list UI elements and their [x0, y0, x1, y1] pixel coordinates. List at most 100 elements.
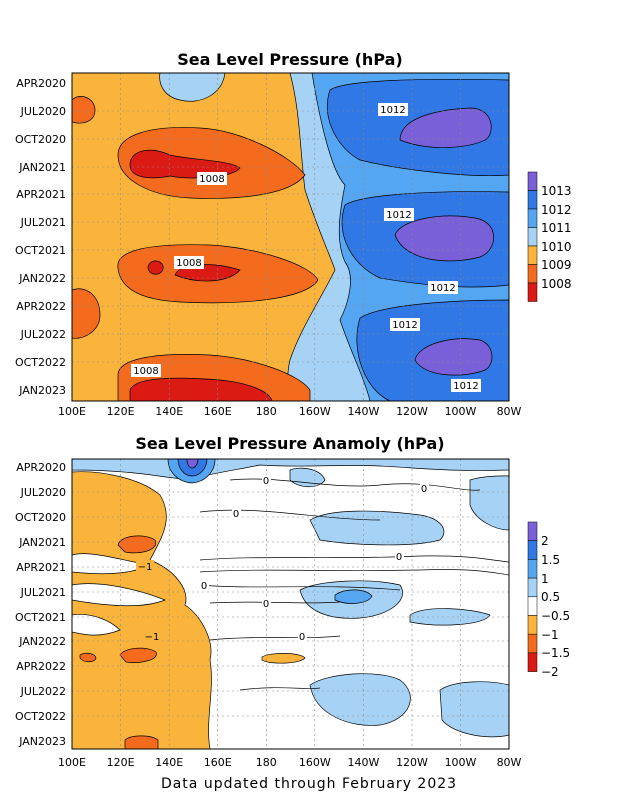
x-tick-label: 140W: [347, 756, 379, 769]
colorbar-swatch: [527, 190, 538, 210]
top-plot-frame: [71, 72, 510, 402]
contour-label: 1008: [133, 366, 158, 377]
bottom-contour-labels: −1 0 0 0 0 0 0 −1 0: [136, 475, 429, 643]
y-tick-label: JAN2021: [18, 161, 66, 174]
x-tick-label: 100E: [58, 756, 86, 769]
top-blob-1010-a: [159, 73, 226, 102]
colorbar-swatch: [527, 208, 538, 228]
contour-label: 1012: [453, 381, 478, 392]
top-region-1007-d: [129, 377, 273, 401]
colorbar-swatch: [527, 282, 538, 302]
contour-label: −1: [138, 562, 153, 573]
colorbar-swatch: [527, 633, 538, 654]
bottom-region-pos-f: [439, 681, 509, 738]
x-tick-label: 140E: [155, 405, 183, 418]
y-tick-label: APR2021: [16, 188, 66, 201]
y-tick-label: OCT2020: [15, 511, 66, 524]
top-region-1008-e: [72, 96, 96, 124]
contour-label: 1012: [392, 320, 417, 331]
y-tick-label: JAN2022: [18, 272, 66, 285]
x-tick-label: 100W: [445, 405, 477, 418]
colorbar-label: 1013: [541, 184, 572, 198]
top-region-1007-c: [147, 260, 164, 275]
top-region-1008-d: [72, 288, 101, 339]
contour-label: 0: [421, 484, 427, 495]
y-tick-label: JAN2021: [18, 536, 66, 549]
bottom-region-pos-g: [409, 608, 491, 626]
contour-label: 0: [263, 476, 269, 487]
bottom-contour-field: [72, 459, 509, 749]
colorbar-swatch: [527, 245, 538, 265]
x-tick-label: 120E: [107, 405, 135, 418]
y-tick-label: JAN2023: [18, 384, 66, 397]
x-tick-label: 80W: [497, 405, 522, 418]
y-tick-label: APR2022: [16, 300, 66, 313]
top-region-1007-a: [129, 149, 241, 179]
colorbar-label: 0.5: [541, 590, 560, 604]
x-tick-label: 160E: [204, 405, 232, 418]
x-tick-label: 120E: [107, 756, 135, 769]
top-contour-labels: 1012 1008 1012 1008 1012 1012 1008 1012: [131, 103, 481, 392]
bottom-region-pos-e: [309, 673, 411, 726]
top-colorbar: 1013 1012 1011 1010 1009 1008: [527, 171, 572, 302]
bottom-zero-contours: [199, 478, 509, 691]
bottom-x-axis: 100E 120E 140E 160E 180 160W 140W 120W 1…: [58, 756, 522, 769]
bottom-grid: [72, 459, 509, 749]
y-tick-label: JUL2021: [20, 216, 66, 229]
bottom-region-pos-b: [469, 475, 509, 531]
colorbar-label: 1012: [541, 203, 572, 217]
top-y-axis: APR2020 JUL2020 OCT2020 JAN2021 APR2021 …: [15, 77, 66, 397]
colorbar-swatch: [527, 596, 538, 616]
y-tick-label: JUL2022: [20, 328, 66, 341]
y-tick-label: APR2021: [16, 561, 66, 574]
top-region-1013-c: [414, 338, 493, 376]
y-tick-label: OCT2022: [15, 710, 66, 723]
x-tick-label: 140E: [155, 756, 183, 769]
colorbar-label: −1.5: [541, 646, 570, 660]
x-tick-label: 160W: [299, 405, 331, 418]
bottom-region-neg2-c: [124, 735, 159, 749]
bottom-y-axis: APR2020 JUL2020 OCT2020 JAN2021 APR2021 …: [15, 461, 66, 748]
colorbar-label: 1.5: [541, 553, 560, 567]
colorbar-label: 1010: [541, 240, 572, 254]
contour-label: 1012: [430, 283, 455, 294]
colorbar-label: 1008: [541, 277, 572, 291]
x-tick-label: 140W: [347, 405, 379, 418]
colorbar-label: 1009: [541, 258, 572, 272]
contour-label: 1012: [380, 105, 405, 116]
x-tick-label: 100W: [445, 756, 477, 769]
y-tick-label: JUL2020: [20, 105, 66, 118]
contour-label: 0: [263, 599, 269, 610]
colorbar-label: −1: [541, 628, 559, 642]
contour-label: 1012: [386, 210, 411, 221]
colorbar-swatch: [527, 540, 538, 560]
contour-label: 1008: [176, 258, 201, 269]
top-region-1013-b: [394, 215, 494, 262]
y-tick-label: JUL2022: [20, 685, 66, 698]
x-tick-label: 180: [256, 405, 277, 418]
bottom-region-pos4-top: [186, 459, 199, 469]
bottom-chart-title: Sea Level Pressure Anamoly (hPa): [135, 434, 444, 453]
bottom-region-neg1-b: [261, 653, 306, 664]
colorbar-swatch: [527, 559, 538, 579]
bottom-region-neg2-d: [79, 652, 97, 663]
top-region-1013-a: [399, 107, 492, 148]
x-tick-label: 160W: [299, 756, 331, 769]
y-tick-label: APR2022: [16, 660, 66, 673]
y-tick-label: JUL2020: [20, 486, 66, 499]
colorbar-label: −2: [541, 665, 559, 679]
colorbar-swatch: [527, 521, 538, 541]
y-tick-label: JUL2021: [20, 586, 66, 599]
x-tick-label: 120W: [396, 756, 428, 769]
x-tick-label: 180: [256, 756, 277, 769]
colorbar-swatch: [527, 652, 538, 672]
y-tick-label: OCT2021: [15, 611, 66, 624]
bottom-region-neg2-b: [119, 647, 157, 663]
bottom-region-neg1-west: [72, 471, 212, 749]
bottom-region-pos-c: [309, 510, 445, 546]
colorbar-swatch: [527, 227, 538, 247]
x-tick-label: 100E: [58, 405, 86, 418]
colorbar-swatch: [527, 264, 538, 284]
contour-label: 0: [201, 581, 207, 592]
